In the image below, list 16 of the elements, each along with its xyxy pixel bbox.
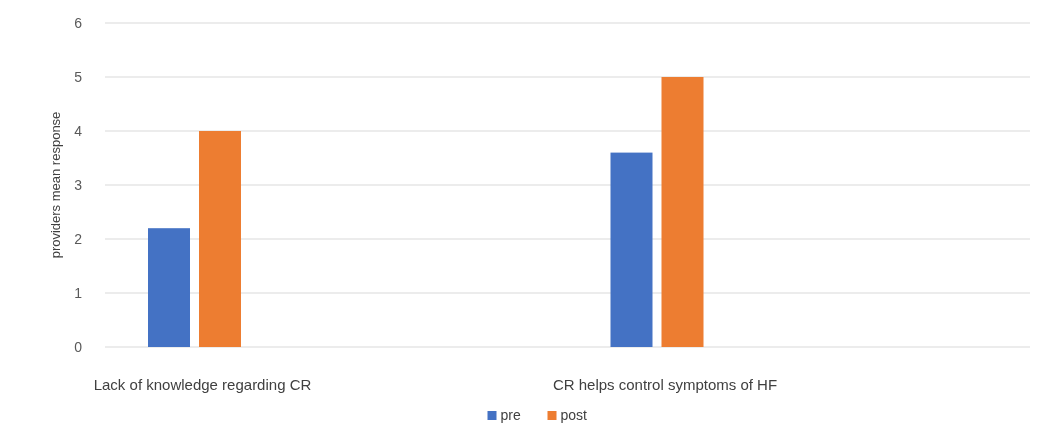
y-axis-title: providers mean response — [48, 111, 63, 259]
bar — [661, 77, 704, 347]
y-tick-label: 5 — [74, 68, 83, 85]
bar — [148, 228, 190, 347]
x-tick-label: Lack of knowledge regarding CR — [93, 376, 312, 393]
y-tick-label: 2 — [74, 230, 83, 247]
x-tick-label: CR helps control symptoms of HF — [552, 376, 778, 393]
y-tick-label: 0 — [74, 338, 83, 355]
y-tick-label: 3 — [74, 176, 83, 193]
y-tick-label: 4 — [74, 122, 83, 139]
legend-label: post — [560, 407, 588, 423]
y-tick-label: 6 — [74, 14, 83, 31]
bar — [199, 131, 241, 347]
y-tick-label: 1 — [74, 284, 83, 301]
legend-label: pre — [500, 407, 521, 423]
bar — [610, 152, 653, 347]
